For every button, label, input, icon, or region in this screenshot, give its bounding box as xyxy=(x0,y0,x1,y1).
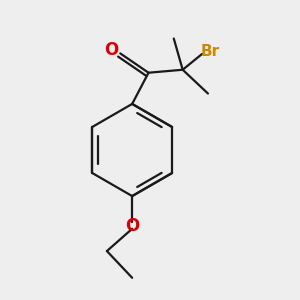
Text: Br: Br xyxy=(201,44,220,59)
Text: O: O xyxy=(125,217,139,235)
Text: O: O xyxy=(104,41,118,59)
